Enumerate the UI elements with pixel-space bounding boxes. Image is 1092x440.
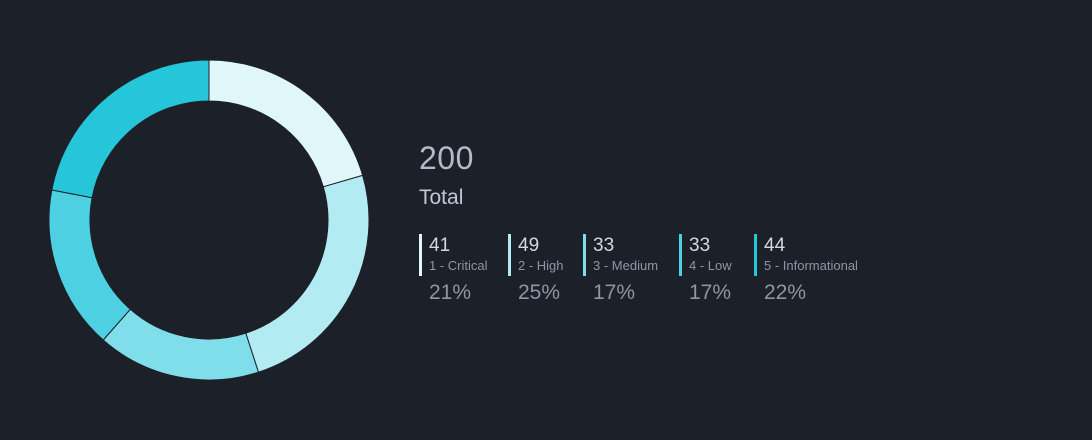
legend-percent: 21% — [429, 281, 472, 304]
legend-count: 49 — [518, 235, 540, 256]
total-value: 200 — [419, 140, 474, 176]
legend-label: 2 - High — [518, 258, 564, 273]
donut-slice-2[interactable] — [245, 174, 370, 373]
legend-label: 3 - Medium — [593, 258, 659, 273]
legend-count: 44 — [764, 235, 786, 256]
donut-slice-4[interactable] — [48, 189, 132, 341]
legend-percent: 17% — [689, 281, 732, 304]
legend-label: 5 - Informational — [764, 258, 858, 273]
legend-label: 1 - Critical — [429, 258, 488, 273]
legend-percent: 17% — [593, 281, 636, 304]
total-label: Total — [419, 186, 464, 209]
legend-swatch — [583, 234, 586, 276]
legend-count: 41 — [429, 235, 451, 256]
summary-panel: 200 Total — [419, 140, 474, 210]
legend-count: 33 — [593, 235, 615, 256]
legend-swatch — [679, 234, 682, 276]
donut-slice-1[interactable] — [208, 59, 364, 188]
legend-percent: 22% — [764, 281, 807, 304]
donut-slice-3[interactable] — [102, 308, 260, 381]
donut-chart — [48, 59, 370, 381]
legend-percent: 25% — [518, 281, 561, 304]
legend-count: 33 — [689, 235, 711, 256]
donut-slice-5[interactable] — [51, 59, 210, 199]
legend-swatch — [419, 234, 422, 276]
legend-swatch — [754, 234, 757, 276]
legend: 41 1 - Critical 21% 49 2 - High 25% 33 3… — [419, 234, 1019, 314]
legend-label: 4 - Low — [689, 258, 732, 273]
legend-swatch — [508, 234, 511, 276]
